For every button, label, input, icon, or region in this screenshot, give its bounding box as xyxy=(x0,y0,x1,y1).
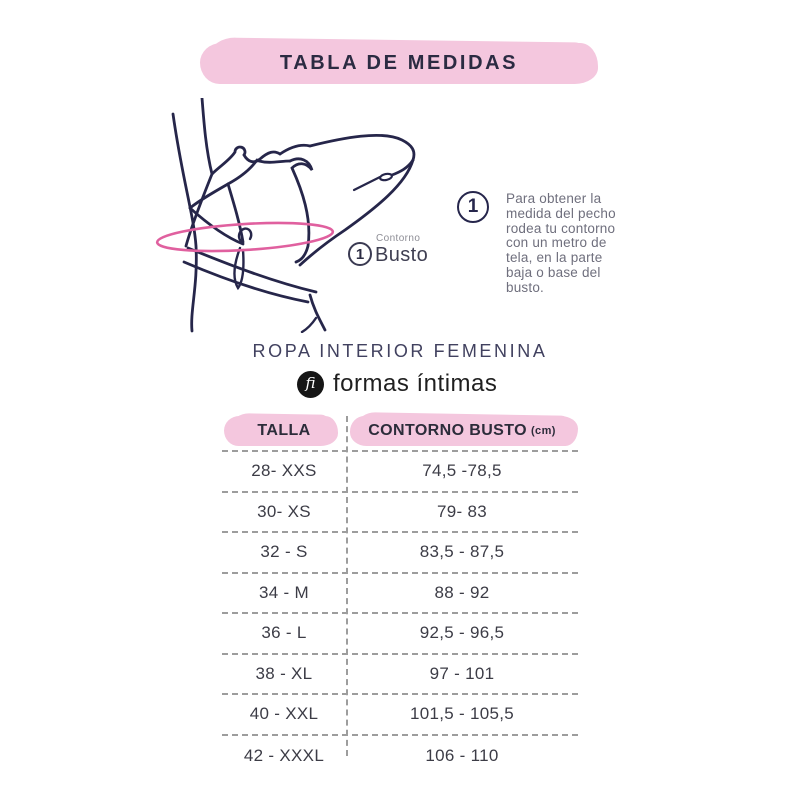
cell-contorno: 83,5 - 87,5 xyxy=(419,542,505,562)
brand-logo: fi formas íntimas xyxy=(297,369,497,399)
brand-monogram-icon: fi xyxy=(297,370,324,398)
cell-talla: 34 - M xyxy=(259,582,309,602)
table-header-row: TALLA CONTORNO BUSTO (cm) xyxy=(222,414,578,452)
cell-contorno: 106 - 110 xyxy=(425,745,499,765)
cell-talla: 40 - XXL xyxy=(249,704,319,724)
header-label-contorno: CONTORNO BUSTO xyxy=(368,422,527,439)
table-row: 36 - L 92,5 - 96,5 xyxy=(222,614,578,655)
instruction-line: con un metro de xyxy=(506,235,607,251)
page-title: TABLA DE MEDIDAS xyxy=(279,52,519,74)
header-blob xyxy=(224,416,338,446)
table-column-divider xyxy=(346,416,348,756)
instruction-line: rodea tu contorno xyxy=(506,220,616,236)
header-blob xyxy=(350,416,578,446)
measure-label-busto: Busto xyxy=(375,244,429,266)
instruction-line: medida del pecho xyxy=(506,205,616,221)
size-table: TALLA CONTORNO BUSTO (cm) 28- XXS 74,5 -… xyxy=(222,414,578,776)
table-header-talla: TALLA xyxy=(222,414,346,450)
table-header-contorno: CONTORNO BUSTO (cm) xyxy=(346,414,578,450)
title-banner: TABLA DE MEDIDAS xyxy=(200,43,598,84)
instruction-number-badge: 1 xyxy=(457,191,489,223)
table-row: 28- XXS 74,5 -78,5 xyxy=(222,452,578,493)
category-heading: ROPA INTERIOR FEMENINA xyxy=(252,341,548,361)
instruction-text: Para obtener la medida del pecho rodea t… xyxy=(506,191,676,296)
cell-contorno: 97 - 101 xyxy=(429,663,495,683)
table-row: 42 - XXXL 106 - 110 xyxy=(222,736,578,777)
header-unit-cm: (cm) xyxy=(530,425,556,437)
cell-contorno: 79- 83 xyxy=(436,501,487,521)
measure-number-badge: 1 xyxy=(348,242,372,266)
header-label-talla: TALLA xyxy=(257,422,311,439)
cell-talla: 28- XXS xyxy=(251,461,317,481)
cell-talla: 36 - L xyxy=(261,623,307,643)
instruction-line: busto. xyxy=(506,279,544,295)
brand-name: formas íntimas xyxy=(333,370,498,397)
cell-contorno: 101,5 - 105,5 xyxy=(409,704,515,724)
table-row: 32 - S 83,5 - 87,5 xyxy=(222,533,578,574)
cell-contorno: 92,5 - 96,5 xyxy=(419,623,505,643)
table-row: 38 - XL 97 - 101 xyxy=(222,655,578,695)
cell-talla: 30- XS xyxy=(257,501,311,521)
measure-ellipse xyxy=(155,221,335,253)
cell-talla: 38 - XL xyxy=(255,663,313,683)
table-row: 30- XS 79- 83 xyxy=(222,493,578,533)
cell-contorno: 74,5 -78,5 xyxy=(422,461,502,481)
instruction-line: Para obtener la xyxy=(506,191,602,206)
table-row: 40 - XXL 101,5 - 105,5 xyxy=(222,695,578,736)
measure-label-contorno: Contorno xyxy=(376,233,421,244)
table-row: 34 - M 88 - 92 xyxy=(222,574,578,614)
bust-measurement-illustration-icon xyxy=(155,98,416,333)
cell-talla: 32 - S xyxy=(260,542,308,562)
instruction-line: baja o base del xyxy=(506,264,601,280)
cell-talla: 42 - XXXL xyxy=(243,745,325,765)
cell-contorno: 88 - 92 xyxy=(434,582,490,602)
instruction-line: tela, en la parte xyxy=(506,250,603,266)
